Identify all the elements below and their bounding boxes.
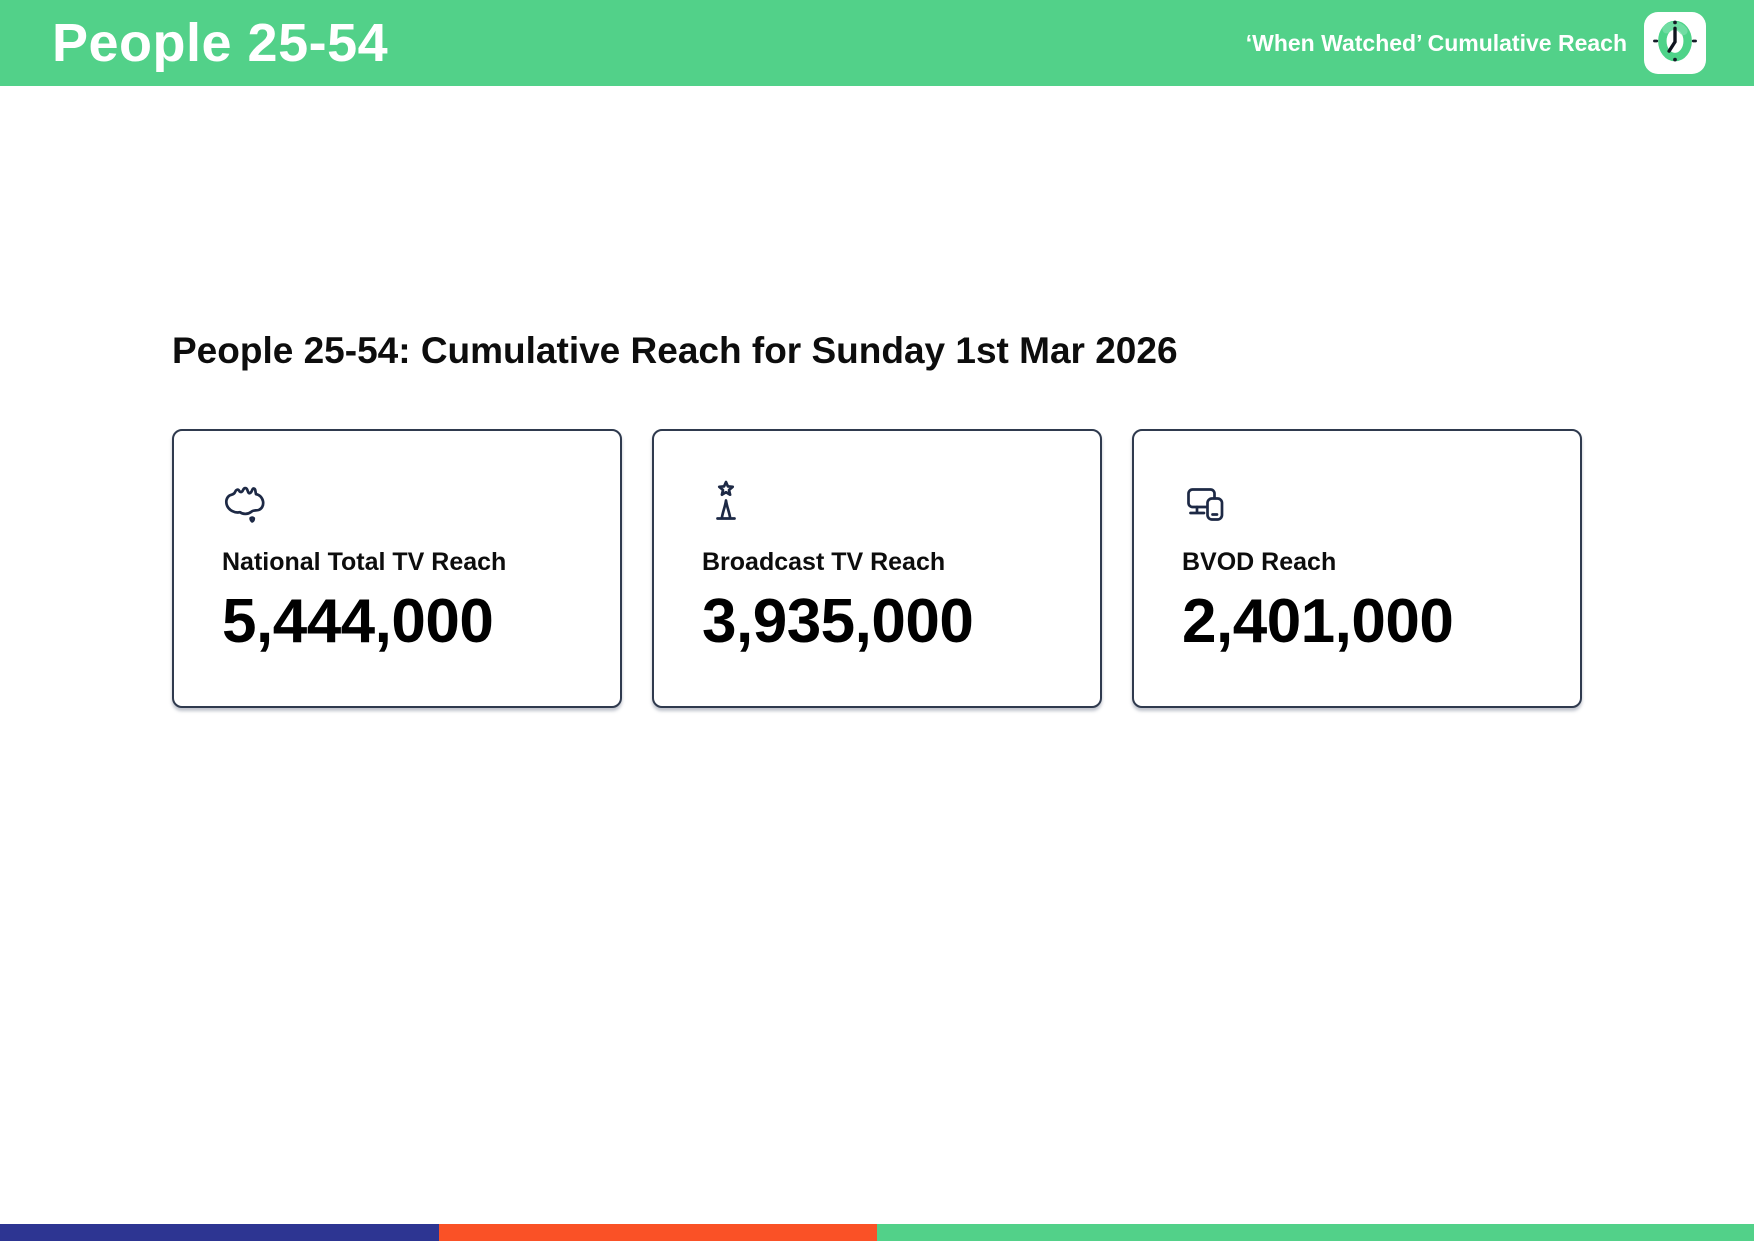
header-subtitle: ‘When Watched’ Cumulative Reach (1245, 29, 1627, 56)
clock-icon (1648, 14, 1702, 73)
card-bvod-reach: BVOD Reach 2,401,000 (1132, 429, 1582, 709)
app-header: People 25-54 ‘When Watched’ Cumulative R… (0, 0, 1754, 86)
broadcast-tower-icon (702, 479, 750, 527)
australia-map-icon (222, 479, 270, 527)
header-right-group: ‘When Watched’ Cumulative Reach (1246, 12, 1754, 74)
clock-logo-badge (1644, 12, 1706, 74)
footer-color-bar (0, 1224, 1754, 1241)
card-national-total-tv-reach: National Total TV Reach 5,444,000 (172, 429, 622, 709)
app-title: People 25-54 (52, 13, 389, 73)
kpi-value: 2,401,000 (1182, 586, 1454, 656)
page-title: People 25-54: Cumulative Reach for Sunda… (172, 330, 1178, 371)
tv-and-mobile-devices-icon (1182, 479, 1230, 527)
footer-segment-2 (438, 1224, 877, 1241)
kpi-cards-row: National Total TV Reach 5,444,000 Broadc… (172, 429, 1582, 709)
kpi-label: National Total TV Reach (222, 548, 507, 577)
kpi-value: 5,444,000 (222, 586, 494, 656)
kpi-label: Broadcast TV Reach (702, 548, 946, 577)
footer-segment-3 (877, 1224, 1754, 1241)
kpi-label: BVOD Reach (1182, 548, 1337, 577)
footer-segment-1 (0, 1224, 439, 1241)
main-area: People 25-54: Cumulative Reach for Sunda… (0, 329, 1754, 709)
card-broadcast-tv-reach: Broadcast TV Reach 3,935,000 (652, 429, 1102, 709)
kpi-value: 3,935,000 (702, 586, 974, 656)
